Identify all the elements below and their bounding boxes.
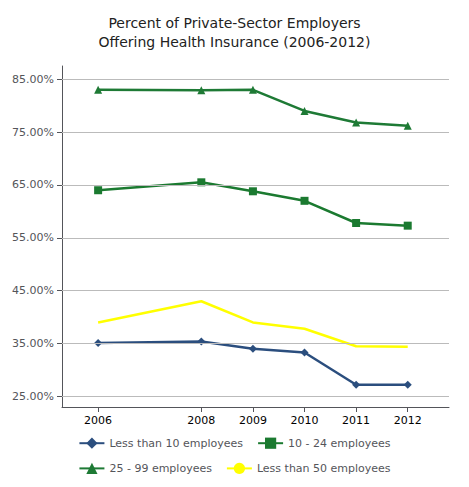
svg-text:2006: 2006 (84, 414, 112, 427)
svg-text:2011: 2011 (342, 414, 370, 427)
svg-text:Offering Health Insurance (200: Offering Health Insurance (2006-2012) (99, 34, 371, 50)
svg-text:85.00%: 85.00% (12, 73, 54, 86)
svg-text:2010: 2010 (291, 414, 319, 427)
svg-text:2008: 2008 (187, 414, 215, 427)
svg-text:25 - 99 employees: 25 - 99 employees (109, 462, 212, 475)
svg-text:2009: 2009 (239, 414, 267, 427)
svg-text:45.00%: 45.00% (12, 284, 54, 297)
svg-text:55.00%: 55.00% (12, 231, 54, 244)
svg-text:35.00%: 35.00% (12, 337, 54, 350)
svg-text:Percent of Private-Sector Empl: Percent of Private-Sector Employers (108, 15, 360, 31)
svg-text:25.00%: 25.00% (12, 390, 54, 403)
svg-text:10 - 24 employees: 10 - 24 employees (288, 437, 391, 450)
svg-text:2012: 2012 (394, 414, 422, 427)
svg-text:Less than 50 employees: Less than 50 employees (257, 462, 391, 475)
svg-text:75.00%: 75.00% (12, 126, 54, 139)
svg-text:65.00%: 65.00% (12, 178, 54, 191)
svg-text:Less than 10 employees: Less than 10 employees (109, 437, 243, 450)
